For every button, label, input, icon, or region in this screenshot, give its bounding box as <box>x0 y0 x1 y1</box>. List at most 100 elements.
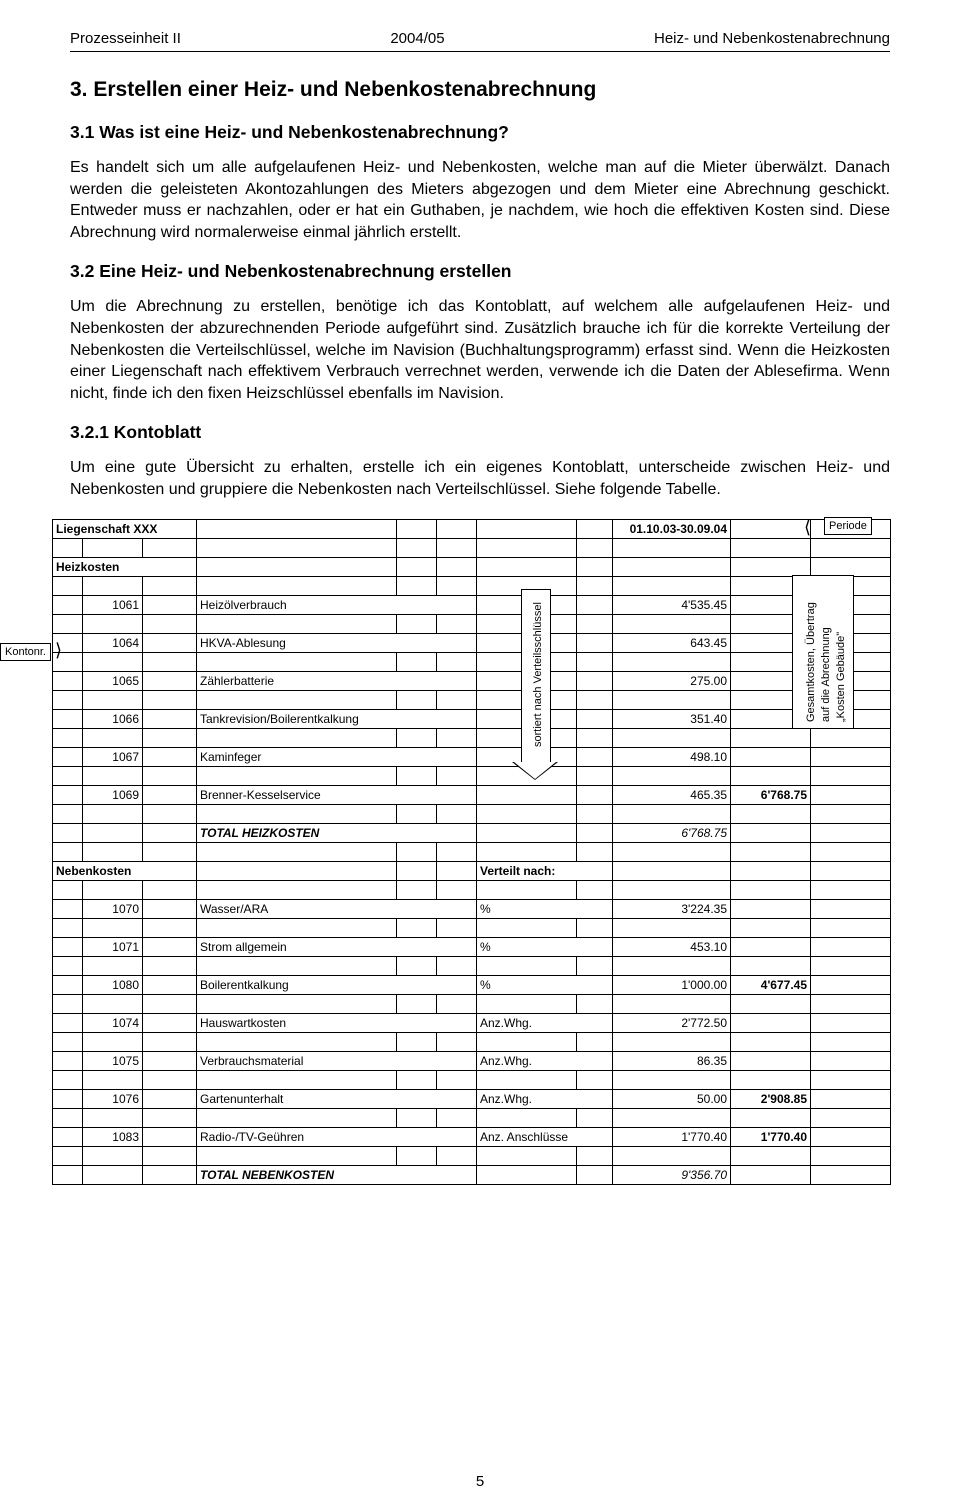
cell-value: 2'772.50 <box>613 1013 731 1032</box>
cell-value: 1'770.40 <box>613 1127 731 1146</box>
cell-heizkosten-header: Heizkosten <box>53 557 197 576</box>
cell-desc: Wasser/ARA <box>197 899 477 918</box>
cell-desc: Strom allgemein <box>197 937 477 956</box>
table-row: TOTAL HEIZKOSTEN 6'768.75 <box>53 823 891 842</box>
cell-desc: Verbrauchsmaterial <box>197 1051 477 1070</box>
cell-key: % <box>477 937 613 956</box>
cell-desc: Heizölverbrauch <box>197 595 477 614</box>
cell-konto-nr: 1061 <box>83 595 143 614</box>
table-row <box>53 1108 891 1127</box>
cell-desc: Boilerentkalkung <box>197 975 477 994</box>
table-row: 1067Kaminfeger498.10 <box>53 747 891 766</box>
page-number: 5 <box>0 1473 960 1490</box>
cell-key: % <box>477 975 613 994</box>
table-row: Heizkosten <box>53 557 891 576</box>
table-row <box>53 880 891 899</box>
cell-value: 453.10 <box>613 937 731 956</box>
cell-group-total: 6'768.75 <box>731 785 811 804</box>
kontoblatt-table: Liegenschaft XXX 01.10.03-30.09.04 Heizkos… <box>52 519 891 1185</box>
cell-value: 643.45 <box>613 633 731 652</box>
table-row: 1074 HauswartkostenAnz.Whg.2'772.50 <box>53 1013 891 1032</box>
paragraph-3-1: Es handelt sich um alle aufgelaufenen He… <box>70 157 890 243</box>
callout-gesamtkosten: Gesamtkosten, Übertrag auf die Abrechnun… <box>792 575 854 729</box>
cell-desc: HKVA-Ablesung <box>197 633 477 652</box>
cell-desc: Gartenunterhalt <box>197 1089 477 1108</box>
table-row: Liegenschaft XXX 01.10.03-30.09.04 <box>53 519 891 538</box>
header-left: Prozesseinheit II <box>70 30 181 47</box>
cell-value: 4'535.45 <box>613 595 731 614</box>
cell-group-total: 4'677.45 <box>731 975 811 994</box>
cell-key: % <box>477 899 613 918</box>
cell-key: Anz.Whg. <box>477 1051 613 1070</box>
table-row: 1065 Zählerbatterie 275.00 <box>53 671 891 690</box>
kontoblatt-table-wrap: Liegenschaft XXX 01.10.03-30.09.04 Heizkos… <box>52 519 890 1185</box>
chevron-left-icon: ⟨ <box>804 518 811 536</box>
callout-periode: Periode <box>824 517 872 535</box>
cell-value: 86.35 <box>613 1051 731 1070</box>
table-row: 1064 HKVA-Ablesung 643.45 <box>53 633 891 652</box>
cell-desc: Brenner-Kesselservice <box>197 785 477 804</box>
cell-key: Anz.Whg. <box>477 1089 613 1108</box>
table-row: 1066Tankrevision/Boilerentkalkung351.40 <box>53 709 891 728</box>
cell-desc: Hauswartkosten <box>197 1013 477 1032</box>
table-row <box>53 766 891 785</box>
table-row <box>53 842 891 861</box>
table-row <box>53 1146 891 1165</box>
cell-konto-nr: 1080 <box>83 975 143 994</box>
table-row <box>53 804 891 823</box>
table-row <box>53 956 891 975</box>
cell-key: Anz.Whg. <box>477 1013 613 1032</box>
callout-kontonr: Kontonr. <box>0 643 51 661</box>
table-row: 1069 Brenner-Kesselservice 465.356'768.75 <box>53 785 891 804</box>
cell-desc: Radio-/TV-Geühren <box>197 1127 477 1146</box>
cell-total-heiz-label: TOTAL HEIZKOSTEN <box>197 823 477 842</box>
cell-konto-nr: 1070 <box>83 899 143 918</box>
cell-konto-nr: 1065 <box>83 671 143 690</box>
cell-konto-nr: 1076 <box>83 1089 143 1108</box>
cell-value: 1'000.00 <box>613 975 731 994</box>
cell-konto-nr: 1071 <box>83 937 143 956</box>
table-row <box>53 728 891 747</box>
table-row: 1071 Strom allgemein%453.10 <box>53 937 891 956</box>
header-rule <box>70 51 890 52</box>
table-row <box>53 918 891 937</box>
table-row <box>53 576 891 595</box>
cell-total-neben-label: TOTAL NEBENKOSTEN <box>197 1165 477 1184</box>
cell-konto-nr: 1066 <box>83 709 143 728</box>
subsection-3-1: 3.1 Was ist eine Heiz- und Nebenkostenab… <box>70 122 890 143</box>
table-row <box>53 994 891 1013</box>
cell-value: 275.00 <box>613 671 731 690</box>
label-verteilsschluessel: sortiert nach Verteilsschlüssel <box>532 602 544 747</box>
table-row: 1061 Heizölverbrauch 4'535.45 <box>53 595 891 614</box>
cell-value: 50.00 <box>613 1089 731 1108</box>
cell-desc: Tankrevision/Boilerentkalkung <box>197 709 477 728</box>
cell-konto-nr: 1074 <box>83 1013 143 1032</box>
table-row <box>53 538 891 557</box>
cell-konto-nr: 1064 <box>83 633 143 652</box>
table-row: 1080 Boilerentkalkung%1'000.004'677.45 <box>53 975 891 994</box>
cell-total-heiz-value: 6'768.75 <box>613 823 731 842</box>
table-row: 1070 Wasser/ARA%3'224.35 <box>53 899 891 918</box>
cell-verteilt-nach: Verteilt nach: <box>477 861 613 880</box>
cell-periode-value: 01.10.03-30.09.04 <box>613 519 731 538</box>
table-row: 1075 VerbrauchsmaterialAnz.Whg.86.35 <box>53 1051 891 1070</box>
cell-key: Anz. Anschlüsse <box>477 1127 613 1146</box>
table-row <box>53 614 891 633</box>
paragraph-3-2-1: Um eine gute Übersicht zu erhalten, erst… <box>70 457 890 500</box>
table-row <box>53 1070 891 1089</box>
table-row <box>53 652 891 671</box>
cell-value: 3'224.35 <box>613 899 731 918</box>
cell-desc: Kaminfeger <box>197 747 477 766</box>
cell-konto-nr: 1083 <box>83 1127 143 1146</box>
cell-nebenkosten-header: Nebenkosten <box>53 861 197 880</box>
cell-value: 498.10 <box>613 747 731 766</box>
cell-group-total: 1'770.40 <box>731 1127 811 1146</box>
cell-konto-nr: 1075 <box>83 1051 143 1070</box>
cell-value: 465.35 <box>613 785 731 804</box>
cell-liegenschaft: Liegenschaft XXX <box>53 519 197 538</box>
table-row: TOTAL NEBENKOSTEN 9'356.70 <box>53 1165 891 1184</box>
chevron-right-icon: ⟩ <box>55 641 62 659</box>
cell-konto-nr: 1069 <box>83 785 143 804</box>
cell-total-neben-value: 9'356.70 <box>613 1165 731 1184</box>
cell-desc: Zählerbatterie <box>197 671 477 690</box>
